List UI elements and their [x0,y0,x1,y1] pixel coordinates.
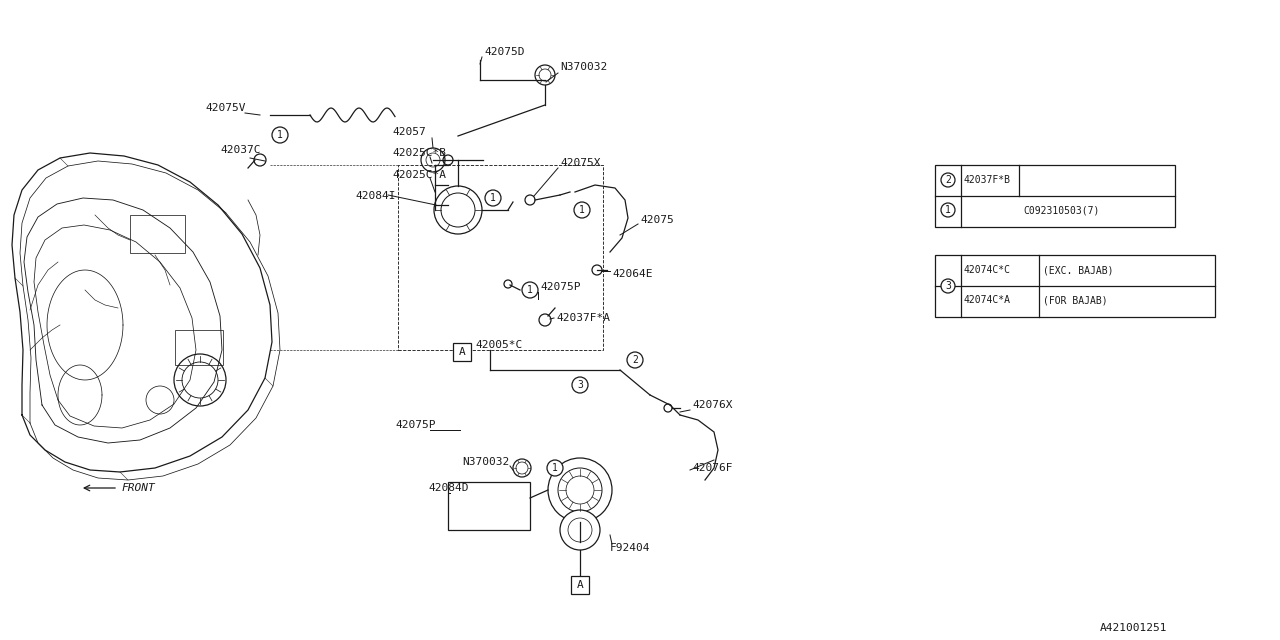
Text: 42076F: 42076F [692,463,732,473]
Text: 1: 1 [945,205,951,215]
Circle shape [627,352,643,368]
Text: 42075V: 42075V [205,103,246,113]
Text: N370032: N370032 [462,457,509,467]
Text: 42037C: 42037C [220,145,261,155]
Text: 42075P: 42075P [540,282,581,292]
Text: A: A [458,347,466,357]
Bar [131,215,186,253]
Text: 42005*C: 42005*C [475,340,522,350]
Text: 42037F*A: 42037F*A [556,313,611,323]
Bar [448,482,530,530]
Text: 1: 1 [527,285,532,295]
Text: C092310503(7): C092310503(7) [1023,205,1100,215]
Text: 2: 2 [632,355,637,365]
Circle shape [535,65,556,85]
Circle shape [434,186,483,234]
Text: 42037F*B: 42037F*B [963,175,1010,185]
Circle shape [485,190,500,206]
Text: 42075P: 42075P [396,420,435,430]
Bar [571,576,589,594]
Text: 42084I: 42084I [355,191,396,201]
Text: 42074C*C: 42074C*C [963,265,1010,275]
Text: 42076X: 42076X [692,400,732,410]
Circle shape [522,282,538,298]
Circle shape [421,148,445,172]
Text: 42064E: 42064E [612,269,653,279]
Text: F92404: F92404 [611,543,650,553]
Circle shape [561,510,600,550]
Text: 42084D: 42084D [428,483,468,493]
Circle shape [548,458,612,522]
Text: FRONT: FRONT [122,483,156,493]
Circle shape [941,173,955,187]
Text: 42075D: 42075D [484,47,525,57]
Text: (FOR BAJAB): (FOR BAJAB) [1043,295,1107,305]
Text: N370032: N370032 [561,62,607,72]
Text: 1: 1 [552,463,558,473]
Text: 42025C*A: 42025C*A [392,170,445,180]
Text: 42057: 42057 [392,127,426,137]
Text: 42025C*B: 42025C*B [392,148,445,158]
Circle shape [572,377,588,393]
Bar [934,255,1215,317]
Bar [175,330,223,365]
Text: A: A [576,580,584,590]
Circle shape [273,127,288,143]
Text: 42075: 42075 [640,215,673,225]
Circle shape [547,460,563,476]
Circle shape [941,279,955,293]
Text: 2: 2 [945,175,951,185]
Circle shape [513,459,531,477]
Text: 1: 1 [490,193,495,203]
Bar [453,343,471,361]
Bar [934,165,1175,227]
Circle shape [573,202,590,218]
Bar [398,165,603,350]
Text: 1: 1 [579,205,585,215]
Text: 3: 3 [945,281,951,291]
Text: 42075X: 42075X [561,158,600,168]
Text: 3: 3 [577,380,582,390]
Text: 1: 1 [276,130,283,140]
Text: A421001251: A421001251 [1100,623,1167,633]
Circle shape [941,203,955,217]
Text: 42074C*A: 42074C*A [963,295,1010,305]
Text: (EXC. BAJAB): (EXC. BAJAB) [1043,265,1114,275]
